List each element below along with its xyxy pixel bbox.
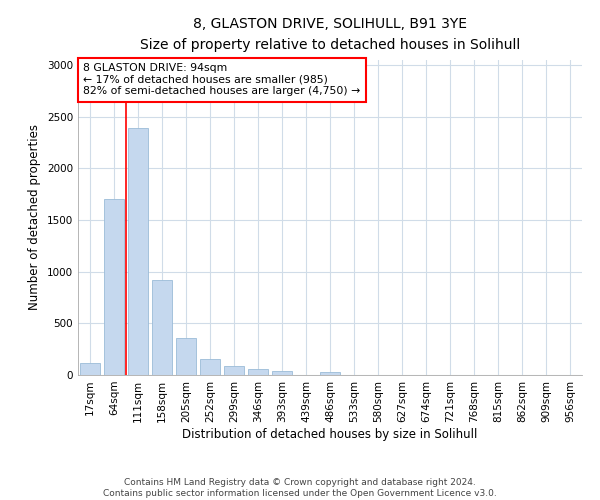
Bar	[224, 366, 244, 375]
Bar	[200, 359, 220, 375]
Text: 8 GLASTON DRIVE: 94sqm
← 17% of detached houses are smaller (985)
82% of semi-de: 8 GLASTON DRIVE: 94sqm ← 17% of detached…	[83, 63, 360, 96]
Bar	[248, 369, 268, 375]
Text: Contains HM Land Registry data © Crown copyright and database right 2024.
Contai: Contains HM Land Registry data © Crown c…	[103, 478, 497, 498]
Title: 8, GLASTON DRIVE, SOLIHULL, B91 3YE
Size of property relative to detached houses: 8, GLASTON DRIVE, SOLIHULL, B91 3YE Size…	[140, 18, 520, 52]
Bar	[104, 200, 124, 375]
X-axis label: Distribution of detached houses by size in Solihull: Distribution of detached houses by size …	[182, 428, 478, 440]
Bar	[80, 362, 100, 375]
Bar	[176, 338, 196, 375]
Y-axis label: Number of detached properties: Number of detached properties	[28, 124, 41, 310]
Bar	[320, 372, 340, 375]
Bar	[272, 371, 292, 375]
Bar	[128, 128, 148, 375]
Bar	[152, 280, 172, 375]
